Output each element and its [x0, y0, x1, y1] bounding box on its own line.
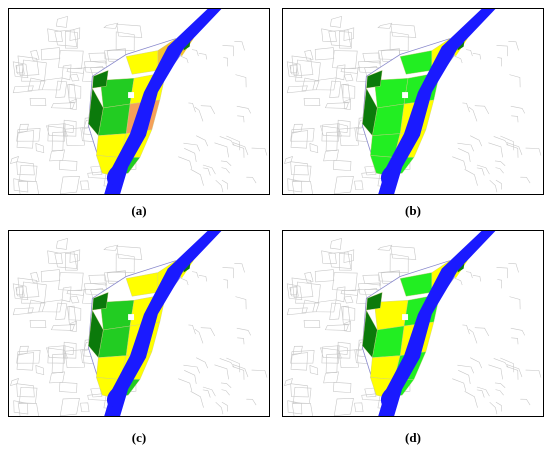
caption-d: (d) [405, 430, 421, 445]
river [378, 231, 496, 416]
zone-5 [92, 292, 109, 311]
street-network [284, 237, 542, 416]
zone-5 [366, 70, 383, 89]
zone-10 [362, 309, 378, 359]
caption-c: (c) [131, 430, 147, 445]
zone-5 [366, 292, 383, 311]
zone-10 [362, 87, 378, 137]
zone-10 [88, 309, 104, 359]
panel-d [282, 230, 544, 417]
panel-a [8, 8, 270, 195]
zone-5 [92, 70, 109, 89]
panel-c [8, 230, 270, 417]
river-branch [380, 167, 393, 186]
river [104, 9, 222, 194]
white-block [402, 92, 409, 99]
river-branch [106, 389, 119, 408]
caption-b: (b) [405, 203, 421, 218]
river-branch [106, 167, 119, 186]
white-block [402, 314, 409, 321]
map-c [10, 231, 268, 416]
river-branch [380, 389, 393, 408]
white-block [128, 314, 135, 321]
panel-b [282, 8, 544, 195]
street-network [10, 237, 268, 416]
caption-a: (a) [131, 203, 147, 218]
river [104, 231, 222, 416]
white-block [128, 92, 135, 99]
map-d [284, 231, 542, 416]
river [378, 9, 496, 194]
zone-10 [88, 87, 104, 137]
map-a [10, 9, 268, 194]
map-b [284, 9, 542, 194]
